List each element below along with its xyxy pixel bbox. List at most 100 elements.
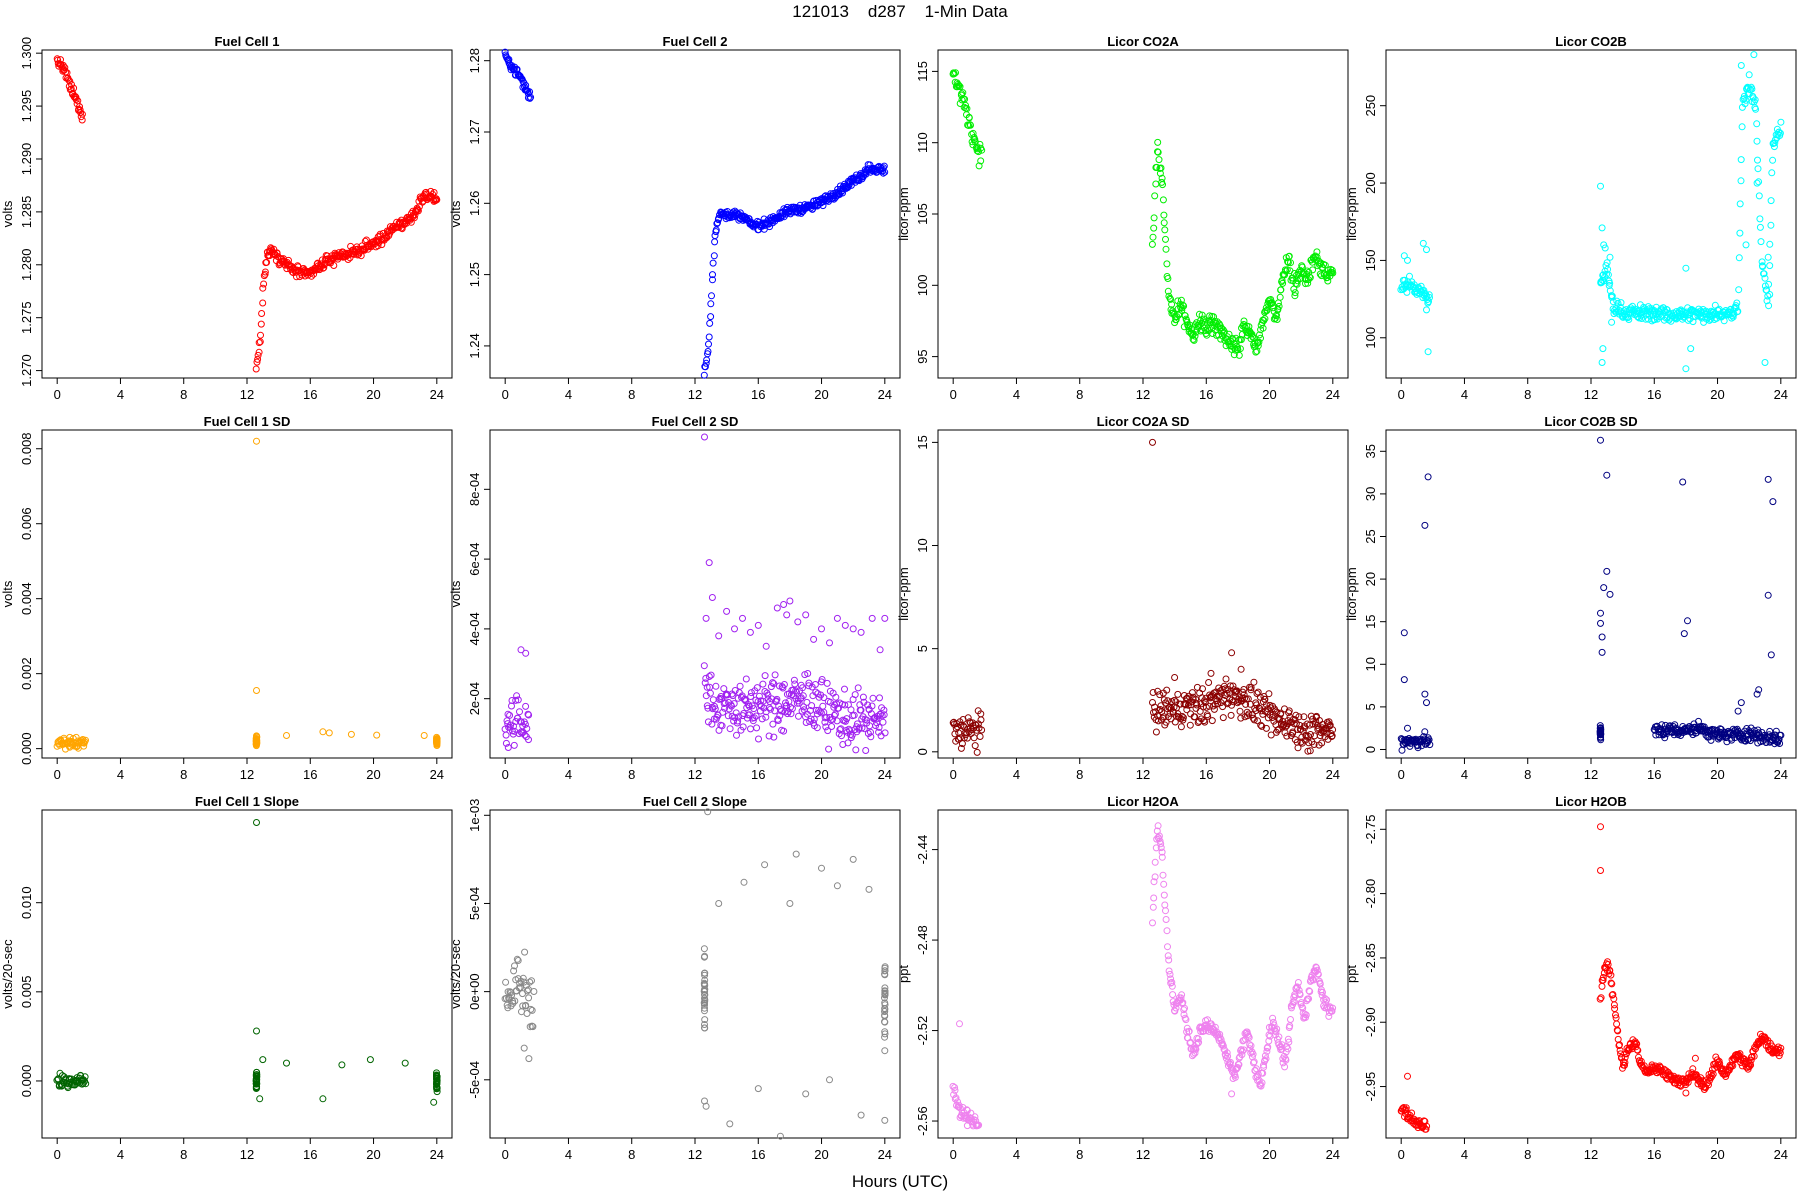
data-point <box>1177 723 1185 731</box>
data-point <box>1671 721 1679 729</box>
data-point <box>1167 975 1175 983</box>
data-point <box>957 744 965 752</box>
data-point <box>1156 691 1164 699</box>
x-tick-label: 8 <box>1076 387 1083 402</box>
data-point <box>724 712 732 720</box>
data-point <box>1621 1053 1629 1061</box>
data-point <box>1209 702 1217 710</box>
data-point <box>747 693 755 700</box>
data-point <box>1739 95 1747 103</box>
data-point <box>701 976 709 984</box>
y-tick-label: 1.290 <box>19 143 34 176</box>
y-tick-label: -2.52 <box>915 1016 930 1046</box>
data-point <box>1261 1052 1269 1060</box>
data-point <box>512 696 520 704</box>
y-tick-label: 1.24 <box>467 333 482 358</box>
data-point <box>952 69 959 77</box>
data-point <box>710 252 718 260</box>
data-point <box>1753 120 1761 128</box>
data-point <box>1195 310 1203 318</box>
data-point <box>838 732 845 740</box>
x-tick-label: 4 <box>1013 387 1020 402</box>
panel: Fuel Cell 1 SD volts 0 4 8 12 16 20 24 0.000 0.002… <box>0 414 453 782</box>
data-point <box>1679 478 1687 486</box>
data-point <box>1247 686 1255 694</box>
data-point <box>253 437 260 445</box>
data-point <box>1306 274 1314 282</box>
data-point <box>1607 971 1615 979</box>
data-point <box>761 672 769 680</box>
data-point <box>720 685 728 693</box>
data-point <box>1284 1045 1292 1053</box>
data-point <box>1315 724 1323 732</box>
data-point <box>1171 1007 1179 1015</box>
data-point <box>1750 51 1758 59</box>
panel-title: Licor H2OB <box>1555 794 1627 809</box>
data-point <box>1304 747 1312 755</box>
data-point <box>783 611 791 619</box>
data-point <box>1746 1060 1754 1068</box>
data-point <box>792 850 800 858</box>
data-point <box>1606 966 1614 974</box>
data-point <box>769 720 777 728</box>
data-point <box>1772 731 1779 739</box>
data-point <box>1775 735 1783 743</box>
data-point <box>1160 211 1168 219</box>
data-point <box>1745 735 1752 743</box>
data-point <box>970 1116 978 1124</box>
data-point <box>1261 1056 1269 1064</box>
data-point <box>950 70 958 78</box>
data-point <box>707 313 715 321</box>
data-point <box>778 707 785 715</box>
data-point <box>1615 306 1623 314</box>
data-point <box>1737 177 1745 185</box>
data-point <box>1235 351 1243 359</box>
data-point <box>967 1109 975 1117</box>
data-point <box>744 701 752 709</box>
data-point <box>1777 118 1785 126</box>
data-point <box>508 991 516 999</box>
x-tick-label: 16 <box>1647 1147 1661 1162</box>
series-points <box>501 48 889 379</box>
data-point <box>1598 359 1606 366</box>
x-tick-label: 16 <box>303 1147 317 1162</box>
data-point <box>433 196 441 204</box>
data-point <box>1663 305 1670 313</box>
data-point <box>1245 710 1253 718</box>
data-point <box>523 1010 531 1017</box>
data-point <box>850 711 858 719</box>
data-point <box>701 969 709 977</box>
data-point <box>770 733 778 741</box>
data-point <box>1228 1090 1236 1098</box>
data-point <box>705 559 713 567</box>
data-point <box>786 597 794 605</box>
data-point <box>719 708 727 716</box>
data-point <box>280 258 288 266</box>
panel: Licor H2OA ppt 0 4 8 12 16 20 24 -2.56 -2.52 -2.48 -… <box>896 794 1349 1162</box>
data-point <box>747 689 755 697</box>
data-point <box>72 93 80 101</box>
data-point <box>1737 62 1745 69</box>
data-point <box>511 727 519 735</box>
y-tick-label: 1.280 <box>19 249 34 282</box>
data-point <box>1761 274 1769 282</box>
data-point <box>881 729 889 737</box>
data-point <box>880 711 888 719</box>
data-point <box>849 625 857 633</box>
y-tick-label: 0.008 <box>19 432 34 465</box>
data-point <box>819 202 827 210</box>
data-point <box>833 882 841 890</box>
series-points <box>53 55 441 373</box>
data-point <box>1160 219 1168 227</box>
data-point <box>1238 1051 1246 1059</box>
data-point <box>256 1095 264 1103</box>
data-point <box>1604 958 1611 966</box>
data-point <box>813 724 821 732</box>
data-point <box>830 712 838 719</box>
y-tick-label: -2.90 <box>1363 1007 1378 1037</box>
y-axis-label: licor-ppm <box>1344 187 1359 240</box>
data-point <box>1776 740 1784 747</box>
plot-frame <box>41 809 453 1139</box>
data-point <box>252 736 260 744</box>
data-point <box>259 284 267 292</box>
